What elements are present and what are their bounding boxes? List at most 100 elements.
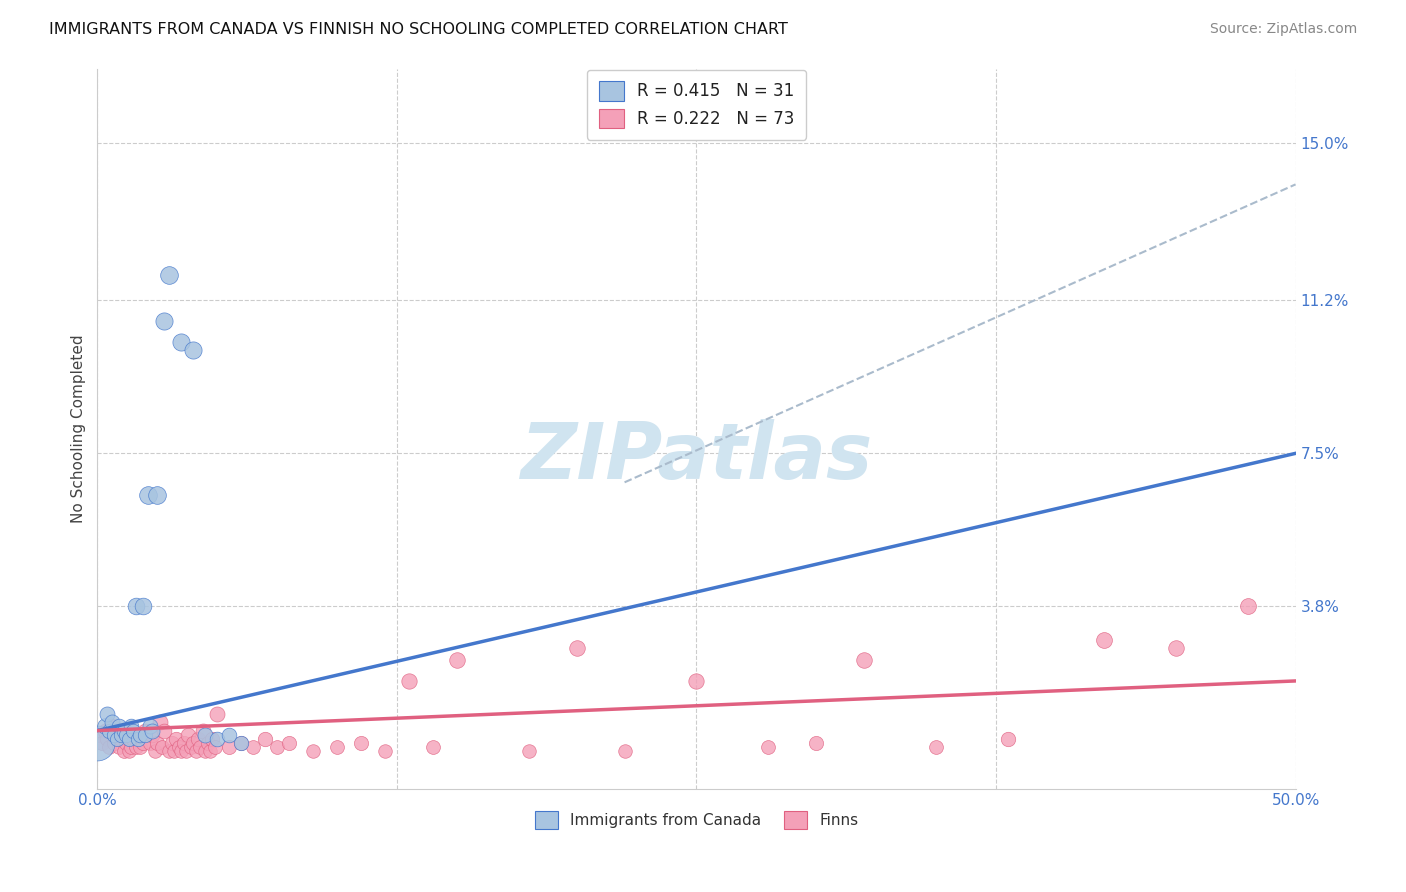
Point — [1236, 599, 1258, 614]
Point — [201, 731, 224, 746]
Legend: Immigrants from Canada, Finns: Immigrants from Canada, Finns — [529, 805, 865, 835]
Point — [157, 744, 180, 758]
Point — [565, 640, 588, 655]
Point — [143, 744, 166, 758]
Point — [146, 488, 169, 502]
Point — [115, 736, 138, 750]
Point — [100, 719, 122, 733]
Point — [1164, 640, 1187, 655]
Point — [853, 653, 876, 667]
Point — [103, 736, 125, 750]
Point — [153, 723, 176, 738]
Point — [350, 736, 373, 750]
Point — [110, 731, 132, 746]
Point — [98, 740, 121, 755]
Point — [205, 706, 228, 721]
Point — [157, 268, 180, 283]
Point — [194, 728, 217, 742]
Point — [105, 728, 128, 742]
Text: ZIPatlas: ZIPatlas — [520, 419, 873, 495]
Y-axis label: No Schooling Completed: No Schooling Completed — [72, 334, 86, 523]
Point — [134, 728, 156, 742]
Point — [517, 744, 540, 758]
Point — [98, 723, 121, 738]
Point — [218, 728, 240, 742]
Point — [141, 723, 163, 738]
Point — [190, 740, 212, 755]
Point — [108, 740, 131, 755]
Point — [266, 740, 288, 755]
Point — [127, 731, 149, 746]
Point — [685, 673, 707, 688]
Point — [167, 740, 190, 755]
Point — [117, 744, 139, 758]
Point — [191, 723, 214, 738]
Point — [96, 731, 118, 746]
Text: IMMIGRANTS FROM CANADA VS FINNISH NO SCHOOLING COMPLETED CORRELATION CHART: IMMIGRANTS FROM CANADA VS FINNISH NO SCH… — [49, 22, 789, 37]
Point — [218, 740, 240, 755]
Point — [925, 740, 948, 755]
Point — [180, 740, 202, 755]
Point — [132, 599, 155, 614]
Point — [125, 740, 148, 755]
Point — [187, 731, 209, 746]
Point — [165, 731, 187, 746]
Point — [153, 314, 176, 328]
Point — [242, 740, 264, 755]
Point — [100, 715, 122, 730]
Point — [170, 744, 193, 758]
Point — [197, 736, 219, 750]
Point — [163, 744, 186, 758]
Point — [139, 719, 162, 733]
Point — [86, 736, 108, 750]
Point — [150, 740, 173, 755]
Point — [129, 740, 152, 755]
Point — [149, 715, 172, 730]
Point — [127, 728, 149, 742]
Point — [89, 728, 111, 742]
Point — [132, 736, 155, 750]
Point — [204, 740, 226, 755]
Point — [117, 731, 139, 746]
Point — [125, 599, 148, 614]
Point — [120, 740, 142, 755]
Point — [997, 731, 1019, 746]
Point — [122, 731, 145, 746]
Point — [134, 723, 156, 738]
Point — [146, 736, 169, 750]
Point — [205, 731, 228, 746]
Point — [103, 728, 125, 742]
Point — [96, 706, 118, 721]
Point — [93, 719, 115, 733]
Point — [141, 728, 163, 742]
Point — [198, 744, 221, 758]
Point — [120, 719, 142, 733]
Point — [136, 488, 159, 502]
Point — [122, 723, 145, 738]
Point — [110, 728, 132, 742]
Point — [174, 744, 197, 758]
Point — [173, 736, 195, 750]
Point — [93, 723, 115, 738]
Text: Source: ZipAtlas.com: Source: ZipAtlas.com — [1209, 22, 1357, 37]
Point — [108, 719, 131, 733]
Point — [129, 728, 152, 742]
Point — [1092, 632, 1115, 647]
Point — [184, 744, 207, 758]
Point — [756, 740, 779, 755]
Point — [254, 731, 277, 746]
Point — [112, 723, 135, 738]
Point — [326, 740, 349, 755]
Point — [139, 736, 162, 750]
Point — [398, 673, 420, 688]
Point — [177, 728, 200, 742]
Point — [231, 736, 253, 750]
Point — [806, 736, 828, 750]
Point — [374, 744, 396, 758]
Point — [91, 736, 114, 750]
Point — [181, 736, 204, 750]
Point — [170, 334, 193, 349]
Point — [302, 744, 325, 758]
Point — [194, 744, 217, 758]
Point — [112, 744, 135, 758]
